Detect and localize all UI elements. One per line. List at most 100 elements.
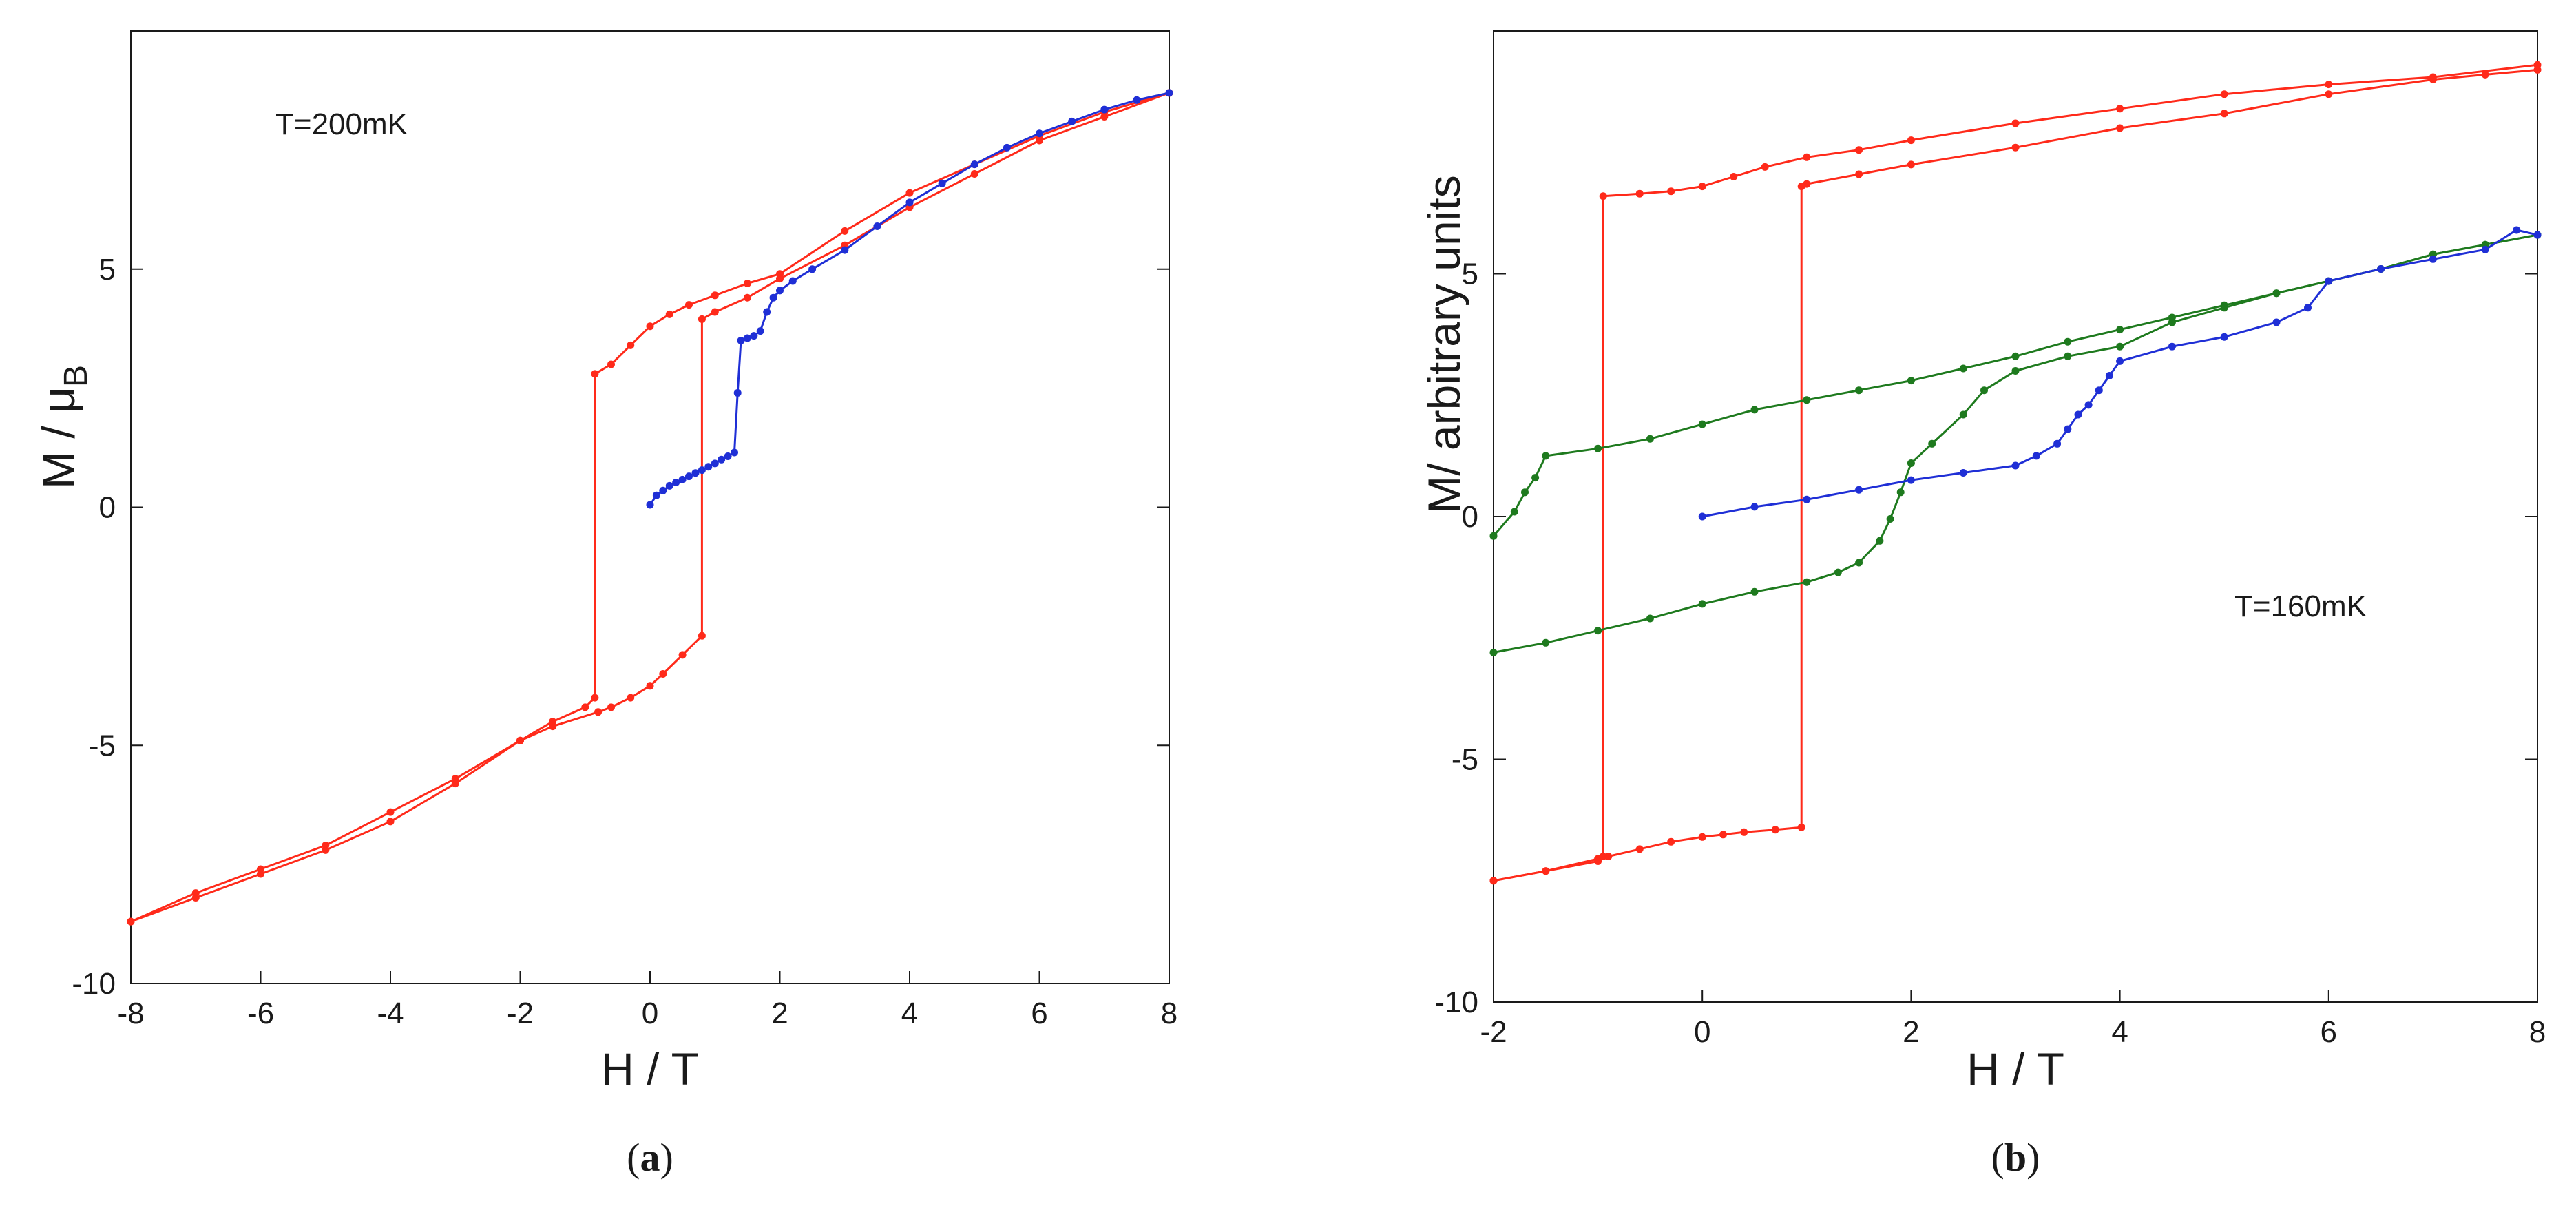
data-point-b-3 <box>1803 578 1811 586</box>
data-point-a-2 <box>691 469 700 477</box>
data-point-b-1 <box>1542 867 1550 875</box>
data-point-b-2 <box>1855 386 1863 395</box>
data-point-a-0 <box>970 170 978 178</box>
data-point-b-1 <box>2533 61 2542 69</box>
data-point-b-4 <box>2513 226 2521 234</box>
data-point-b-0 <box>1667 837 1675 846</box>
data-point-a-2 <box>788 277 797 285</box>
data-point-b-2 <box>1542 452 1550 460</box>
x-tick-label-a: 4 <box>901 997 918 1030</box>
data-point-b-4 <box>2074 410 2082 419</box>
data-point-b-3 <box>1542 638 1550 647</box>
x-tick-label-a: 2 <box>771 997 788 1030</box>
data-point-b-4 <box>2105 372 2113 379</box>
data-point-a-1 <box>743 280 751 287</box>
data-point-a-1 <box>776 270 784 278</box>
data-point-b-1 <box>1635 189 1644 198</box>
data-point-a-2 <box>731 448 738 457</box>
data-point-b-3 <box>1646 614 1654 623</box>
data-point-b-4 <box>1803 495 1811 503</box>
x-tick-label-b: 8 <box>2529 1015 2546 1049</box>
data-point-b-3 <box>2116 342 2124 351</box>
data-point-b-2 <box>1803 396 1811 404</box>
data-point-b-3 <box>1594 627 1602 635</box>
data-point-a-2 <box>808 265 817 273</box>
data-point-a-0 <box>711 308 719 316</box>
x-tick-label-b: 0 <box>1694 1015 1710 1049</box>
data-point-a-1 <box>549 718 557 726</box>
x-tick-label-a: 8 <box>1161 997 1177 1030</box>
annotation-b: T=160mK <box>2234 590 2367 623</box>
y-tick-label-a: -10 <box>72 967 116 1001</box>
y-tick-label-b: 5 <box>1462 258 1478 291</box>
data-point-a-1 <box>841 227 849 235</box>
data-point-b-1 <box>1667 187 1675 196</box>
data-point-b-1 <box>1761 163 1769 171</box>
data-point-a-1 <box>322 846 330 854</box>
x-tick-label-a: 6 <box>1031 997 1047 1030</box>
data-point-b-2 <box>2064 337 2072 346</box>
data-point-b-4 <box>2032 452 2040 460</box>
data-point-b-0 <box>2116 124 2124 132</box>
data-point-a-2 <box>665 481 673 490</box>
data-point-b-1 <box>1599 192 1607 200</box>
data-point-a-1 <box>627 341 635 349</box>
x-tick-label-a: -4 <box>377 997 404 1030</box>
data-point-a-2 <box>1165 89 1173 97</box>
data-point-b-0 <box>2325 90 2333 98</box>
chart-panel-b: -2 0 2 4 6 8 -10 -5 0 5 T=160mK H / T M/ arbitrar… <box>1418 30 2546 1180</box>
data-point-b-0 <box>2011 143 2020 152</box>
data-point-a-2 <box>733 389 742 397</box>
data-point-b-3 <box>1886 515 1894 523</box>
panel-label-a: (a) <box>627 1135 673 1180</box>
series-line-b-3 <box>1493 233 2538 654</box>
y-tick-label-b: -10 <box>1434 986 1478 1019</box>
series-group-b <box>1489 61 2542 885</box>
data-point-b-4 <box>2116 357 2124 365</box>
data-point-b-2 <box>1594 444 1602 452</box>
data-point-b-4 <box>1750 503 1759 511</box>
data-point-a-2 <box>1133 96 1141 104</box>
data-point-a-1 <box>191 894 200 902</box>
data-point-b-3 <box>1489 648 1498 656</box>
data-point-a-2 <box>704 463 713 471</box>
y-axis-title-a-sub: B <box>58 365 94 387</box>
data-point-b-0 <box>1719 831 1727 839</box>
data-point-b-0 <box>1604 853 1613 860</box>
data-point-b-4 <box>2304 304 2312 312</box>
data-point-b-1 <box>1907 136 1915 145</box>
data-point-a-2 <box>1068 117 1076 125</box>
data-point-a-1 <box>257 870 264 878</box>
data-point-b-0 <box>1797 183 1805 191</box>
data-point-b-2 <box>1531 474 1540 482</box>
x-tick-label-a: -6 <box>247 997 274 1030</box>
data-point-a-0 <box>678 651 687 659</box>
data-point-b-2 <box>1489 532 1498 540</box>
data-point-b-0 <box>2220 110 2228 118</box>
data-point-b-2 <box>1750 406 1759 414</box>
data-point-b-3 <box>1928 439 1936 448</box>
svg-text:M / μB: M / μB <box>33 365 94 489</box>
data-point-a-2 <box>743 334 751 342</box>
data-point-a-2 <box>659 486 667 494</box>
y-tick-label-b: 0 <box>1462 500 1478 534</box>
data-point-a-0 <box>594 708 603 716</box>
ticks-b: -2 0 2 4 6 8 -10 -5 0 5 <box>1434 258 2546 1050</box>
data-point-a-1 <box>451 780 459 788</box>
data-point-b-2 <box>1521 488 1529 497</box>
data-point-b-2 <box>2011 352 2020 360</box>
data-point-b-1 <box>2429 73 2437 81</box>
data-point-b-0 <box>1771 826 1779 834</box>
y-axis-title-a: M / μB <box>33 365 94 489</box>
data-point-a-2 <box>652 491 660 499</box>
y-axis-title-b-text: M/ arbitrary units <box>1418 175 1469 513</box>
data-point-a-1 <box>516 736 524 744</box>
data-point-b-0 <box>1635 845 1644 853</box>
y-axis-title-b: M/ arbitrary units <box>1418 175 1469 513</box>
data-point-a-1 <box>685 301 693 309</box>
data-point-a-2 <box>970 160 978 169</box>
data-point-a-2 <box>763 308 771 316</box>
data-point-a-2 <box>1100 105 1109 114</box>
data-point-b-3 <box>2011 367 2020 375</box>
